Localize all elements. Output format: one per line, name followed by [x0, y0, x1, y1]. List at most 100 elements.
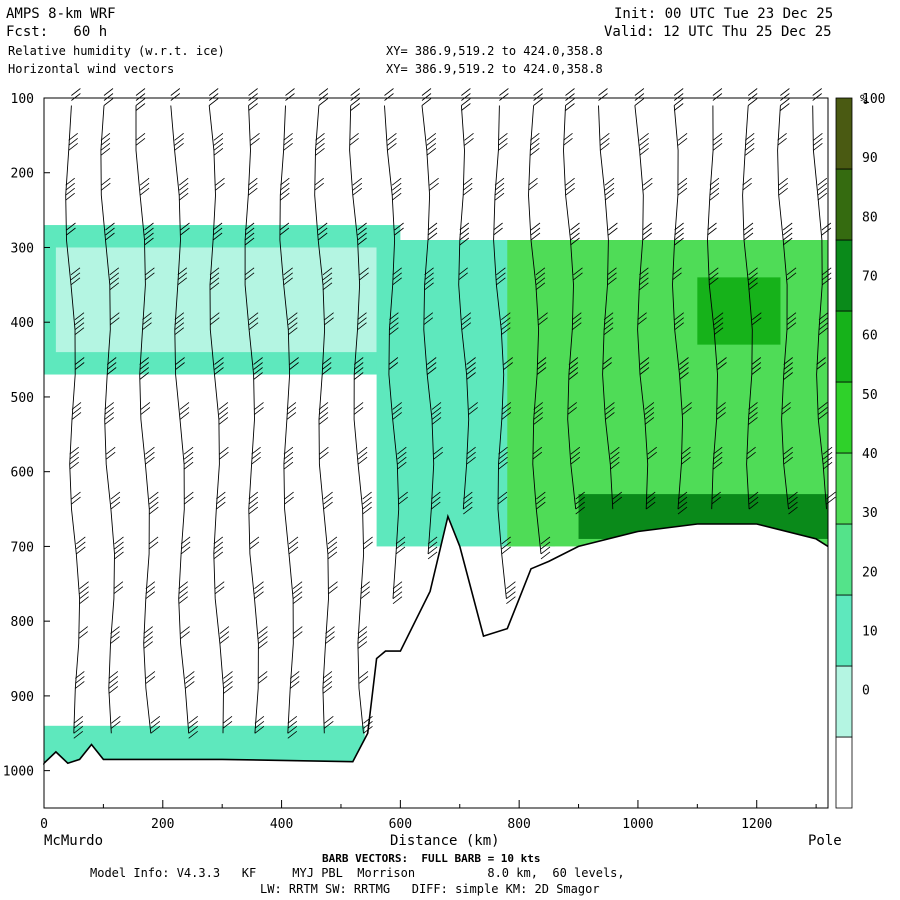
barb-15-2 — [604, 177, 615, 201]
barb-5-10 — [249, 536, 260, 550]
barb-18-7 — [716, 402, 726, 420]
barb-16-2 — [643, 177, 653, 191]
barb-16-7 — [644, 402, 655, 425]
barb-0-10 — [76, 536, 86, 555]
barb-3-1 — [174, 132, 184, 151]
right-endpoint-label: Pole — [808, 833, 842, 849]
barb-1-5 — [110, 312, 120, 326]
barb-8-14 — [363, 715, 373, 734]
barb-4-8 — [219, 446, 229, 460]
forecast-hour: Fcst: 60 h — [6, 24, 108, 40]
barb-2-9 — [149, 491, 159, 515]
barb-staff-10 — [421, 105, 435, 554]
barb-12-3 — [493, 222, 503, 236]
barb-3-12 — [180, 626, 190, 639]
barb-3-9 — [184, 491, 194, 505]
barb-staff-15 — [598, 105, 614, 510]
barb-19-2 — [742, 177, 752, 191]
barb-7-3 — [317, 222, 328, 241]
barb-1-7 — [104, 402, 114, 425]
x-tick-label-200: 200 — [151, 817, 174, 832]
colorbar-label-90: 90 — [862, 151, 878, 166]
barb-4-6 — [214, 357, 224, 375]
x-tick-label-800: 800 — [507, 817, 530, 832]
barb-staff-5 — [244, 105, 259, 734]
model-title: AMPS 8-km WRF — [6, 6, 116, 22]
barb-7-4 — [322, 267, 333, 291]
barb-14-0 — [565, 88, 575, 111]
barb-6-5 — [288, 312, 298, 336]
field-name-rh: Relative humidity (w.r.t. ice) — [8, 44, 225, 58]
barb-5-1 — [250, 132, 260, 146]
colorbar-unit: % — [860, 93, 868, 108]
barb-17-0 — [673, 88, 684, 111]
y-tick-label-800: 800 — [11, 615, 34, 630]
barb-9-9 — [398, 491, 408, 505]
barb-10-6 — [426, 357, 437, 375]
colorbar-label-80: 80 — [862, 210, 878, 225]
barb-5-11 — [254, 581, 264, 600]
barb-9-11 — [392, 581, 403, 605]
barb-0-14 — [73, 715, 84, 739]
cross-section-endpoints-2: XY= 386.9,519.2 to 424.0,358.8 — [386, 62, 603, 76]
barb-5-13 — [257, 671, 268, 684]
barb-2-11 — [145, 581, 156, 600]
barb-3-13 — [185, 671, 195, 689]
barb-staff-6 — [279, 105, 294, 734]
barb-7-9 — [323, 491, 333, 510]
barb-13-10 — [540, 536, 551, 560]
barb-16-4 — [639, 267, 649, 291]
barb-3-2 — [178, 177, 189, 201]
barb-staff-12 — [493, 105, 507, 599]
barb-2-10 — [148, 536, 159, 550]
barb-12-7 — [501, 402, 512, 420]
barb-13-0 — [533, 88, 543, 106]
y-tick-label-300: 300 — [11, 241, 34, 256]
barb-16-8 — [647, 446, 657, 460]
barb-12-6 — [503, 357, 513, 370]
barb-18-5 — [713, 312, 724, 336]
barb-16-3 — [642, 222, 652, 241]
barb-12-0 — [499, 88, 509, 101]
barb-9-10 — [395, 536, 406, 555]
barb-15-7 — [605, 402, 615, 420]
barb-11-6 — [466, 357, 476, 380]
barb-20-9 — [788, 491, 798, 515]
barb-8-5 — [357, 312, 367, 331]
barb-6-9 — [284, 491, 294, 505]
barb-8-10 — [363, 536, 373, 550]
barb-1-8 — [105, 446, 116, 460]
x-tick-label-600: 600 — [389, 817, 412, 832]
barb-6-13 — [289, 671, 300, 689]
barb-4-7 — [218, 402, 229, 425]
model-info: Model Info: V4.3.3 KF MYJ PBL Morrison 8… — [90, 866, 625, 880]
colorbar-bin-4 — [835, 452, 853, 525]
barb-19-7 — [748, 402, 758, 425]
y-tick-label-400: 400 — [11, 316, 34, 331]
barb-0-2 — [65, 177, 75, 201]
barb-3-10 — [180, 536, 191, 555]
barb-0-0 — [71, 88, 81, 101]
barb-6-7 — [286, 402, 297, 420]
barb-7-6 — [321, 357, 332, 375]
barb-9-3 — [394, 222, 404, 236]
colorbar-label-70: 70 — [862, 270, 878, 285]
barb-21-3 — [821, 222, 832, 236]
barb-1-6 — [106, 357, 117, 375]
barb-staff-7 — [314, 105, 329, 734]
barb-14-9 — [575, 491, 585, 515]
barb-8-6 — [353, 357, 364, 380]
barb-19-5 — [752, 312, 762, 326]
colorbar-bin-7 — [835, 239, 853, 312]
barb-1-12 — [110, 626, 120, 644]
barb-1-2 — [101, 177, 111, 191]
barb-21-4 — [821, 267, 832, 286]
barb-2-0 — [135, 88, 146, 111]
barb-6-6 — [289, 357, 299, 370]
barb-18-3 — [707, 222, 717, 236]
barb-15-3 — [608, 222, 618, 236]
barb-13-7 — [533, 402, 543, 425]
barb-21-1 — [813, 132, 823, 151]
barb-4-11 — [214, 581, 225, 595]
barb-7-5 — [324, 312, 334, 326]
